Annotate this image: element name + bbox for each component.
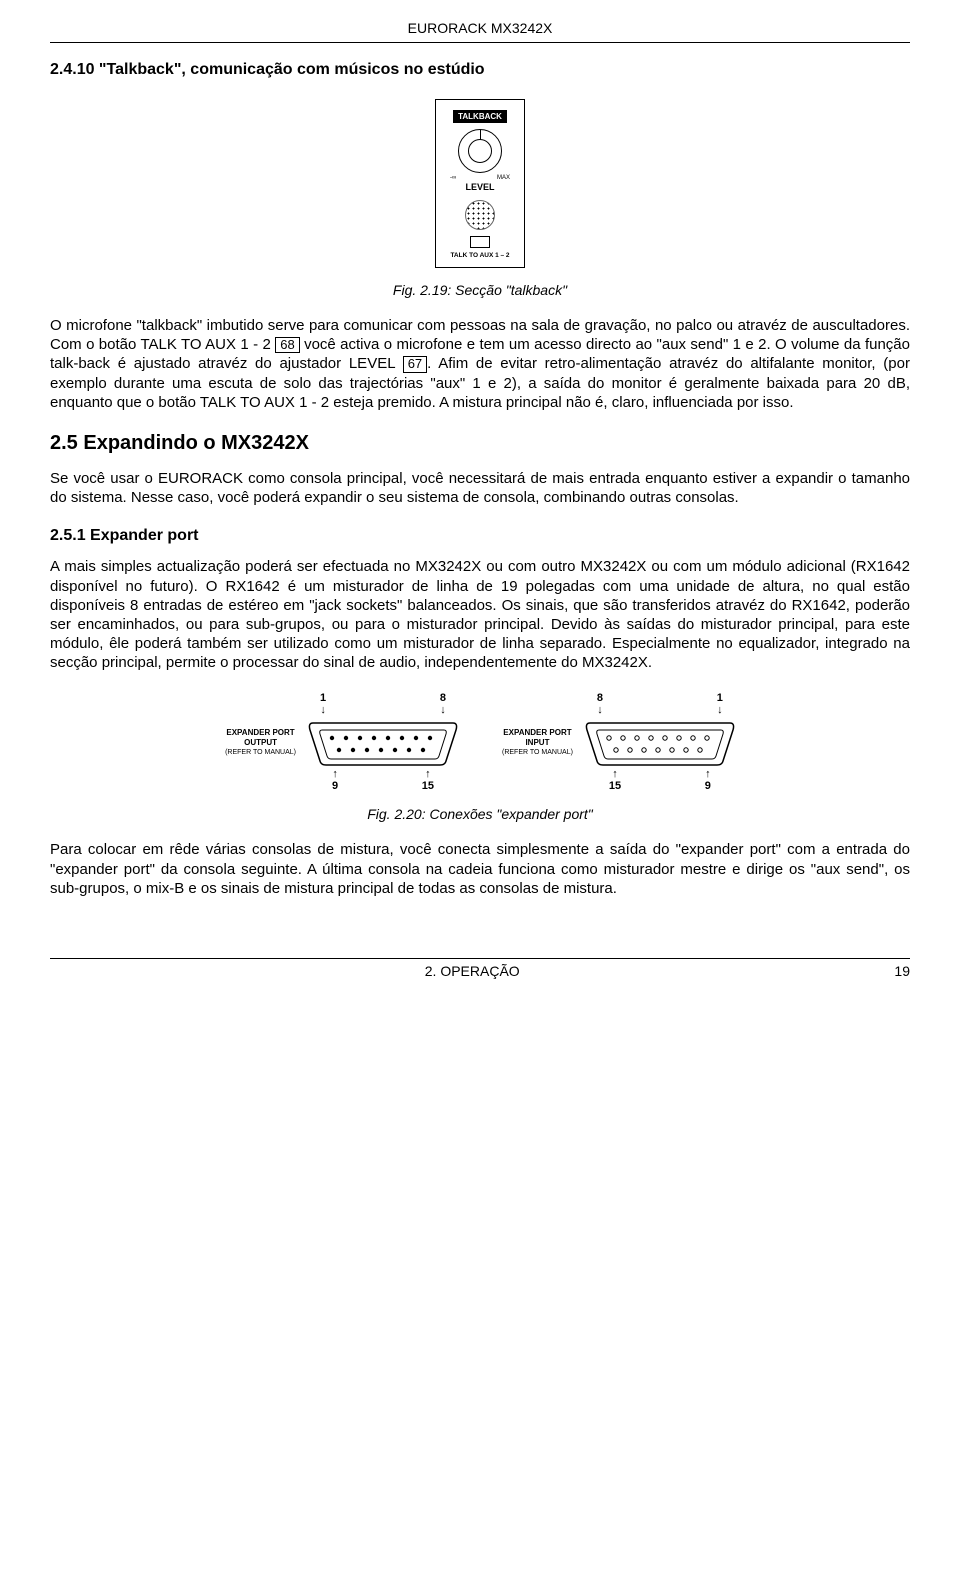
heading-2-4-10: 2.4.10 "Talkback", comunicação com músic…	[50, 61, 910, 79]
footer-center: 2. OPERAÇÃO	[425, 963, 520, 979]
port-in-line3: (REFER TO MANUAL)	[502, 748, 573, 757]
paragraph-2-5-1: A mais simples actualização poderá ser e…	[50, 557, 910, 672]
figure-2-20-caption: Fig. 2.20: Conexões "expander port"	[50, 806, 910, 822]
knob-max-label: MAX	[497, 175, 510, 181]
pin-top-left-in: 8↓	[597, 692, 603, 716]
expander-output-block: EXPANDER PORT OUTPUT (REFER TO MANUAL) 1…	[225, 692, 458, 792]
level-knob	[458, 129, 502, 173]
level-label: LEVEL	[440, 182, 520, 192]
port-out-line2: OUTPUT	[225, 738, 296, 748]
pin-top-right-in: 1↓	[717, 692, 723, 716]
pin-top-left: 1↓	[320, 692, 326, 716]
page-footer: 2. OPERAÇÃO 19	[50, 958, 910, 979]
ref-box-67: 67	[403, 356, 427, 372]
talkback-badge: TALKBACK	[453, 110, 507, 123]
paragraph-2-5-1b: Para colocar em rêde várias consolas de …	[50, 840, 910, 898]
port-in-line2: INPUT	[502, 738, 573, 748]
paragraph-2-4-10: O microfone "talkback" imbutido serve pa…	[50, 316, 910, 412]
heading-2-5: 2.5 Expandindo o MX3242X	[50, 432, 910, 455]
expander-input-block: EXPANDER PORT INPUT (REFER TO MANUAL) 8↓…	[502, 692, 735, 792]
db15-male-icon	[308, 718, 458, 766]
pin-top-right: 8↓	[440, 692, 446, 716]
pin-bot-right-in: ↑9	[705, 768, 711, 792]
footer-rule	[50, 958, 910, 959]
pin-bot-right: ↑15	[422, 768, 434, 792]
port-out-line3: (REFER TO MANUAL)	[225, 748, 296, 757]
db15-female-icon	[585, 718, 735, 766]
footer-page-number: 19	[894, 963, 910, 979]
port-in-line1: EXPANDER PORT	[502, 728, 573, 738]
figure-2-20: EXPANDER PORT OUTPUT (REFER TO MANUAL) 1…	[50, 692, 910, 792]
pin-bot-left-in: ↑15	[609, 768, 621, 792]
heading-2-5-1: 2.5.1 Expander port	[50, 527, 910, 545]
expander-output-label: EXPANDER PORT OUTPUT (REFER TO MANUAL)	[225, 728, 296, 758]
port-out-line1: EXPANDER PORT	[225, 728, 296, 738]
db15-input-connector: 8↓ 1↓ ↑15 ↑9	[585, 692, 735, 792]
expander-input-label: EXPANDER PORT INPUT (REFER TO MANUAL)	[502, 728, 573, 758]
talk-button-icon	[470, 236, 490, 248]
header-rule	[50, 42, 910, 43]
figure-2-19-caption: Fig. 2.19: Secção "talkback"	[50, 282, 910, 298]
page-header-title: EURORACK MX3242X	[50, 20, 910, 36]
knob-min-label: -∞	[450, 175, 456, 181]
db15-output-connector: 1↓ 8↓ ↑9 ↑15	[308, 692, 458, 792]
knob-range-labels: -∞ MAX	[440, 175, 520, 181]
pin-bot-left: ↑9	[332, 768, 338, 792]
mic-icon	[465, 200, 495, 230]
figure-2-19: TALKBACK -∞ MAX LEVEL TALK TO AUX 1 – 2	[50, 99, 910, 268]
paragraph-2-5: Se você usar o EURORACK como consola pri…	[50, 469, 910, 507]
talkback-diagram: TALKBACK -∞ MAX LEVEL TALK TO AUX 1 – 2	[435, 99, 525, 268]
ref-box-68: 68	[275, 337, 299, 353]
talk-button-label: TALK TO AUX 1 – 2	[440, 252, 520, 259]
